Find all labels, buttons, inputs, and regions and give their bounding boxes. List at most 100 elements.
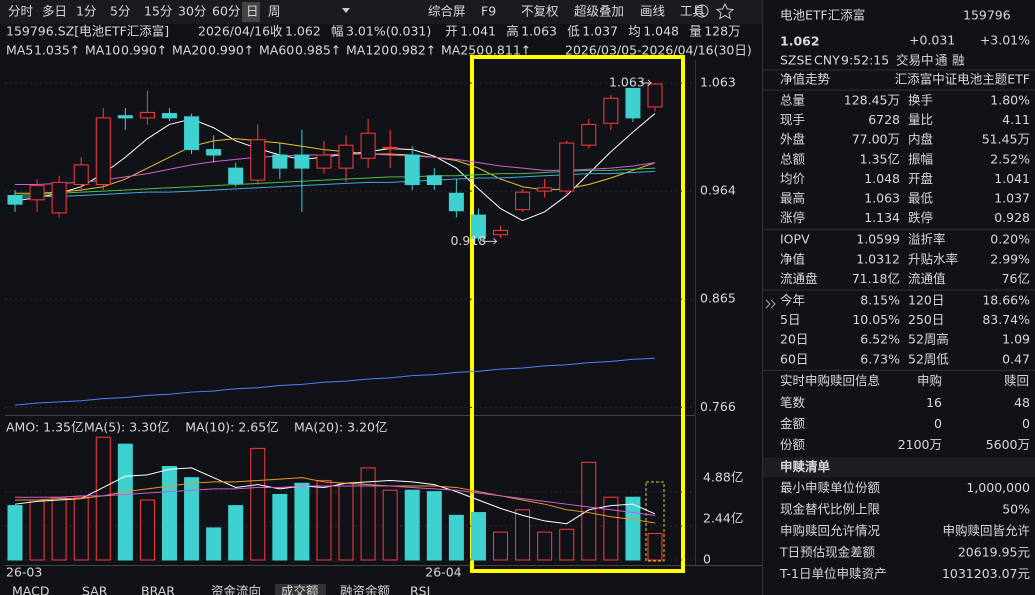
stat-value: 4.11 — [1002, 112, 1030, 127]
stat-value: 1.037 — [994, 191, 1030, 206]
y-tick-label: 4.88亿 — [703, 469, 743, 484]
volume-bar — [7, 505, 23, 561]
stat-label: 最低 — [908, 191, 934, 206]
ma-value: 0.985↑ — [295, 43, 341, 58]
candle-body — [206, 149, 222, 156]
stat-value: 1.048 — [864, 171, 900, 186]
status: 融 — [952, 53, 965, 68]
period-tab[interactable]: 分时 — [8, 4, 34, 19]
highlight-box — [470, 55, 685, 573]
row-value: 16 — [926, 395, 942, 410]
tool-button[interactable]: 超级叠加 — [574, 4, 624, 19]
dropdown-icon[interactable] — [342, 8, 350, 13]
row-label: 申购赎回允许情况 — [780, 523, 881, 538]
period-tab[interactable]: 30分 — [178, 4, 206, 19]
active-tab — [275, 584, 326, 595]
current-bar-box — [645, 481, 665, 562]
stat-label: 流通盘 — [780, 271, 818, 286]
stat-label: 开盘 — [908, 171, 933, 186]
tool-button[interactable]: 画线 — [640, 4, 666, 19]
field-label: 量 — [689, 24, 702, 39]
stat-value: 1.80% — [990, 93, 1030, 108]
stat-value: 1.0599 — [856, 232, 900, 247]
candle-body — [294, 154, 310, 169]
candle-body — [647, 83, 663, 108]
volume-bar — [294, 482, 310, 561]
indicator-tab[interactable]: 资金流向 — [211, 584, 261, 595]
volume-bar — [206, 527, 222, 561]
favorite-icon[interactable] — [715, 2, 735, 20]
period-tab[interactable]: 5分 — [110, 4, 130, 19]
volume-bar — [73, 496, 89, 561]
row-label: 最小申赎单位份额 — [780, 480, 881, 495]
collapse-icon[interactable] — [765, 299, 776, 309]
stat-label: 内盘 — [908, 132, 933, 147]
indicator-tab[interactable]: MACD — [12, 584, 49, 595]
stat-label: 250日 — [908, 312, 944, 327]
y-tick-label: 1.063 — [700, 74, 736, 89]
indicator-tab[interactable]: BRAR — [141, 584, 175, 595]
nav-link[interactable]: 净值走势 — [780, 72, 831, 87]
stat-label: IOPV — [780, 232, 810, 247]
stat-label: 振幅 — [908, 151, 933, 166]
tool-button[interactable]: F9 — [481, 4, 496, 19]
ma-line — [14, 357, 656, 406]
field-value: 1.041 — [460, 24, 496, 39]
tool-button[interactable]: 综合屏 — [428, 4, 466, 19]
stat-value: 128.45万 — [844, 93, 900, 108]
indicator-tab[interactable]: 融资余额 — [340, 584, 391, 595]
row-value: 50% — [1002, 501, 1030, 516]
stat-label: 流通值 — [908, 271, 946, 286]
candle-body — [382, 146, 398, 149]
y-tick-label: 2.44亿 — [703, 510, 743, 525]
candle-body — [51, 181, 67, 214]
volume-bar — [139, 499, 155, 561]
stat-label: 5日 — [780, 312, 800, 327]
volume-bar — [382, 489, 398, 561]
fund-code: 159796 — [963, 8, 1011, 23]
settings-icon[interactable] — [695, 4, 709, 18]
indicator-tab[interactable]: SAR — [82, 584, 108, 595]
period-tab[interactable]: 日 — [246, 4, 259, 19]
status: SZSE — [780, 53, 812, 68]
period-tab[interactable]: 周 — [268, 4, 281, 19]
stat-value: 1.0312 — [856, 251, 900, 266]
volume-bar — [603, 496, 619, 561]
candle-body — [448, 192, 464, 212]
candle-body — [117, 115, 133, 119]
candle-body — [537, 187, 553, 192]
vol-ma-line — [14, 467, 656, 525]
period-tab[interactable]: 60分 — [212, 4, 240, 19]
stat-label: 跌停 — [908, 210, 933, 225]
stat-value: 8.15% — [860, 293, 900, 308]
indicator-tab[interactable]: RSI — [410, 584, 430, 595]
ma-name: MA20 — [172, 43, 207, 58]
volume-bar — [647, 532, 663, 561]
stat-label: 现手 — [780, 112, 805, 127]
period-tab[interactable]: 1分 — [76, 4, 96, 19]
period-tab[interactable]: 多日 — [42, 4, 67, 19]
field-value: 1.048 — [643, 24, 679, 39]
volume-bar — [117, 443, 133, 561]
volume-bar — [338, 482, 354, 561]
status: 通 — [935, 53, 948, 68]
stat-value: 6728 — [868, 112, 900, 127]
field-label: 收 — [270, 24, 283, 39]
col-header: 赎回 — [1004, 373, 1029, 388]
vol-ma-line — [15, 477, 656, 524]
tool-button[interactable]: 工具 — [680, 4, 706, 19]
field-label: 高 — [506, 24, 519, 39]
stat-label: 溢折率 — [908, 232, 946, 247]
stat-label: 60日 — [780, 351, 808, 366]
volume-bar — [537, 531, 553, 561]
tool-button[interactable]: 不复权 — [521, 4, 559, 19]
period-tab[interactable]: 15分 — [144, 4, 172, 19]
stat-label: 总额 — [780, 151, 806, 166]
field-label: 开 — [445, 24, 458, 39]
volume-bar — [29, 499, 45, 561]
indicator-tab[interactable]: 成交额 — [281, 584, 319, 595]
row-value: 48 — [1014, 395, 1030, 410]
stat-value: 76亿 — [1002, 271, 1030, 286]
volume-bar — [515, 509, 531, 561]
